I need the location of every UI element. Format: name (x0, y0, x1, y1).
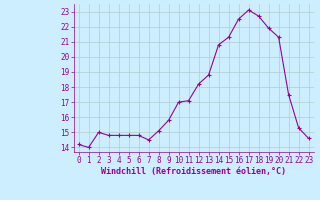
X-axis label: Windchill (Refroidissement éolien,°C): Windchill (Refroidissement éolien,°C) (101, 167, 286, 176)
